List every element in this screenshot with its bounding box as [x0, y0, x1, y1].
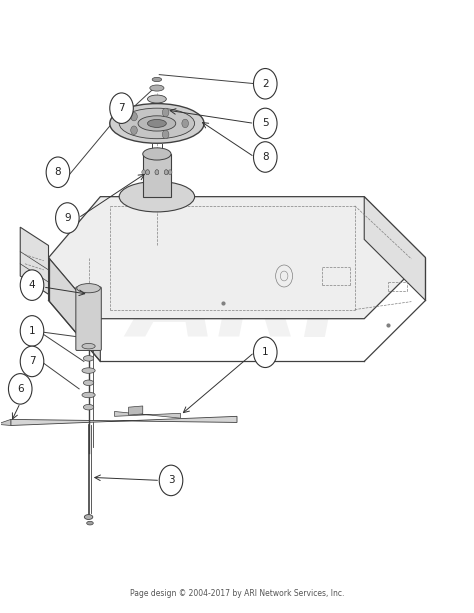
Text: ARI: ARI	[130, 253, 344, 360]
Text: 9: 9	[64, 213, 71, 223]
Text: 4: 4	[29, 280, 36, 290]
Ellipse shape	[152, 77, 162, 82]
Circle shape	[164, 170, 168, 175]
Polygon shape	[115, 411, 181, 418]
Circle shape	[182, 119, 189, 128]
Text: 8: 8	[262, 152, 269, 162]
Text: 8: 8	[55, 167, 61, 177]
Circle shape	[168, 170, 172, 175]
Circle shape	[142, 170, 146, 175]
Polygon shape	[48, 197, 426, 319]
Circle shape	[20, 316, 44, 346]
Circle shape	[20, 270, 44, 300]
Ellipse shape	[150, 85, 164, 91]
Circle shape	[254, 142, 277, 172]
Ellipse shape	[147, 95, 166, 103]
Circle shape	[20, 346, 44, 376]
Text: 5: 5	[262, 118, 269, 129]
Circle shape	[155, 170, 159, 175]
Circle shape	[159, 465, 183, 496]
Polygon shape	[48, 257, 100, 362]
Polygon shape	[0, 419, 11, 425]
Text: 2: 2	[262, 78, 269, 89]
Polygon shape	[364, 197, 426, 300]
Ellipse shape	[110, 104, 204, 143]
Text: 1: 1	[29, 326, 36, 336]
Ellipse shape	[87, 521, 93, 525]
Text: Page design © 2004-2017 by ARI Network Services, Inc.: Page design © 2004-2017 by ARI Network S…	[130, 589, 344, 598]
Circle shape	[162, 108, 169, 116]
FancyBboxPatch shape	[76, 287, 101, 351]
Ellipse shape	[84, 514, 93, 519]
Text: 7: 7	[29, 356, 36, 367]
Circle shape	[46, 157, 70, 188]
Ellipse shape	[82, 368, 95, 373]
Ellipse shape	[138, 116, 176, 131]
Ellipse shape	[143, 148, 171, 160]
Circle shape	[164, 170, 168, 175]
Circle shape	[146, 170, 149, 175]
Circle shape	[155, 170, 159, 175]
Text: 1: 1	[262, 348, 269, 357]
Circle shape	[162, 130, 169, 139]
Polygon shape	[128, 406, 143, 415]
Circle shape	[9, 374, 32, 404]
Ellipse shape	[119, 181, 195, 212]
Circle shape	[110, 93, 133, 123]
Circle shape	[254, 69, 277, 99]
Ellipse shape	[147, 120, 166, 128]
Polygon shape	[143, 154, 171, 197]
Circle shape	[131, 126, 137, 134]
Ellipse shape	[82, 392, 95, 398]
Ellipse shape	[77, 284, 100, 293]
Text: 7: 7	[118, 103, 125, 113]
Circle shape	[254, 108, 277, 139]
Ellipse shape	[119, 108, 195, 139]
Polygon shape	[11, 416, 237, 425]
Ellipse shape	[83, 405, 94, 410]
Text: 3: 3	[168, 476, 174, 485]
Text: 6: 6	[17, 384, 24, 394]
Circle shape	[55, 203, 79, 234]
Circle shape	[131, 112, 137, 121]
Circle shape	[254, 337, 277, 368]
Ellipse shape	[83, 380, 94, 386]
Polygon shape	[20, 227, 48, 294]
Circle shape	[146, 170, 149, 175]
Ellipse shape	[82, 343, 95, 349]
Ellipse shape	[83, 356, 94, 361]
